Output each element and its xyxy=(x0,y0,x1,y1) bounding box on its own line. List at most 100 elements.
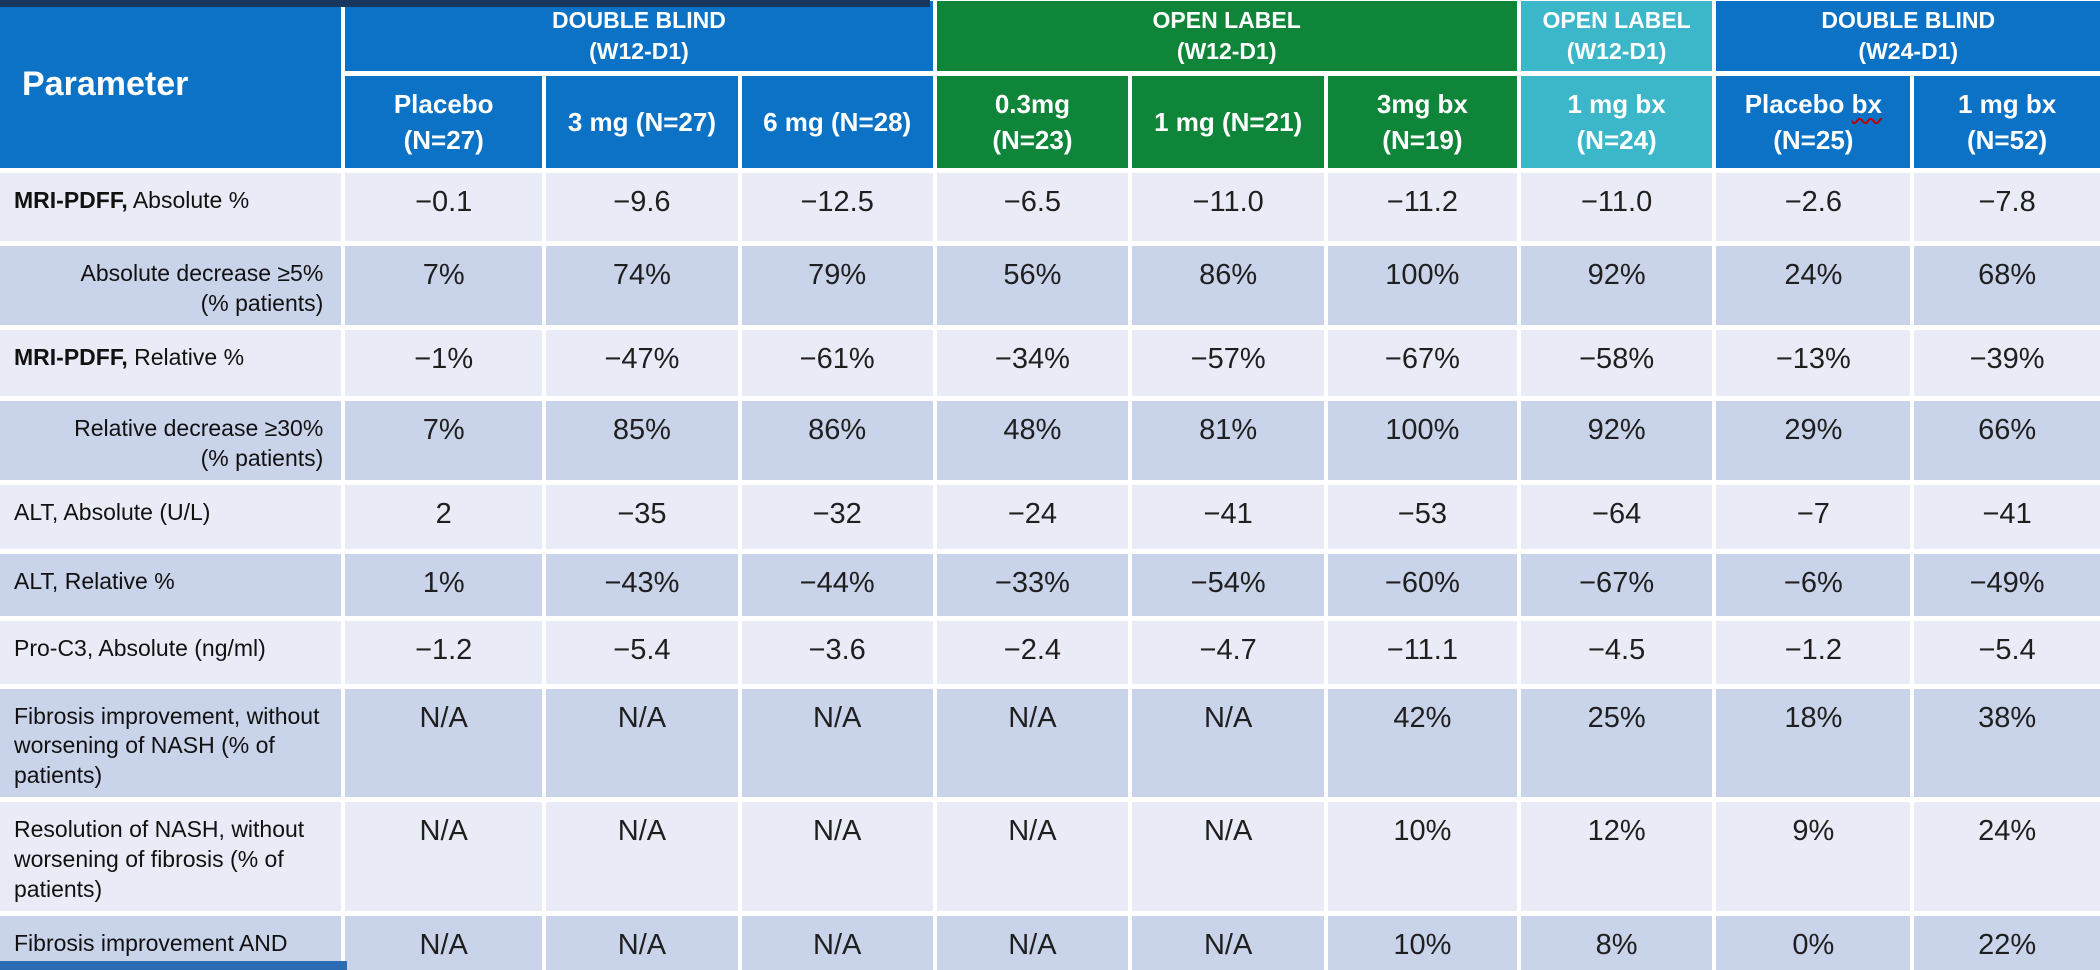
value-cell: −11.1 xyxy=(1328,620,1517,684)
table-row-mri-pdff-absolute: MRI-PDFF, Absolute % −0.1 −9.6 −12.5 −6.… xyxy=(0,173,2100,241)
group-header-row: Parameter DOUBLE BLIND (W12-D1) OPEN LABE… xyxy=(0,1,2100,168)
value-cell: N/A xyxy=(546,915,738,970)
group-sublabel: (W12-D1) xyxy=(589,38,689,64)
table-row-pro-c3: Pro-C3, Absolute (ng/ml) −1.2 −5.4 −3.6 … xyxy=(0,620,2100,684)
value-cell: 12% xyxy=(1520,802,1713,911)
value-cell: N/A xyxy=(741,915,933,970)
top-accent-bar xyxy=(0,0,930,7)
value-cell: −67% xyxy=(1520,553,1713,616)
column-sublabel: (N=23) xyxy=(992,125,1073,155)
value-cell: −11.0 xyxy=(1132,173,1325,241)
table-row-alt-absolute: ALT, Absolute (U/L) 2 −35 −32 −24 −41 −5… xyxy=(0,484,2100,549)
row-label: MRI-PDFF, Relative % xyxy=(0,329,342,396)
row-label-bold: MRI-PDFF, xyxy=(14,343,128,370)
column-sublabel: (N=19) xyxy=(1382,125,1463,155)
value-cell: −7 xyxy=(1716,484,1911,549)
row-label: Resolution of NASH, without worsening of… xyxy=(0,802,342,911)
value-cell: 79% xyxy=(741,246,933,325)
value-cell: −57% xyxy=(1132,329,1325,396)
row-label: ALT, Absolute (U/L) xyxy=(0,484,342,549)
row-label-line2: (% patients) xyxy=(200,444,324,471)
column-label: 0.3mg xyxy=(994,88,1070,119)
row-label: Relative decrease ≥30% (% patients) xyxy=(0,400,342,480)
column-header-03mg-n23: 0.3mg (N=23) xyxy=(936,76,1129,168)
group-header-open-label-w12-bx: OPEN LABEL (W12-D1) xyxy=(1520,1,1713,71)
group-header-double-blind-w24: DOUBLE BLIND (W24-D1) xyxy=(1716,1,2100,71)
group-label: DOUBLE BLIND xyxy=(1821,6,1996,33)
row-label: Fibrosis improvement, without worsening … xyxy=(0,688,342,798)
value-cell: 18% xyxy=(1716,688,1911,798)
value-cell: −67% xyxy=(1328,329,1517,396)
value-cell: −12.5 xyxy=(741,173,933,241)
value-cell: 48% xyxy=(936,400,1129,480)
value-cell: −34% xyxy=(936,329,1129,396)
table-row-mri-pdff-relative: MRI-PDFF, Relative % −1% −47% −61% −34% … xyxy=(0,329,2100,396)
column-label: Placebo xyxy=(1744,88,1845,119)
column-label: 1 mg bx xyxy=(1567,88,1666,119)
column-label: 1 mg bx xyxy=(1957,88,2057,119)
value-cell: −5.4 xyxy=(1914,620,2100,684)
group-header-open-label-w12: OPEN LABEL (W12-D1) xyxy=(936,1,1517,71)
value-cell: −35 xyxy=(546,484,738,549)
value-cell: 7% xyxy=(345,400,543,480)
value-cell: 9% xyxy=(1716,802,1911,911)
row-label-line2: (% patients) xyxy=(200,289,324,316)
value-cell: 24% xyxy=(1716,246,1911,325)
value-cell: N/A xyxy=(1132,915,1325,970)
column-label: 6 mg (N=28) xyxy=(763,106,912,137)
value-cell: N/A xyxy=(1132,688,1325,798)
value-cell: 85% xyxy=(546,400,738,480)
column-header-placebo-n27: Placebo (N=27) xyxy=(345,76,543,168)
value-cell: −32 xyxy=(741,484,933,549)
group-sublabel: (W12-D1) xyxy=(1566,38,1667,64)
value-cell: 42% xyxy=(1328,688,1517,798)
value-cell: −24 xyxy=(936,484,1129,549)
value-cell: N/A xyxy=(345,915,543,970)
row-label: Pro-C3, Absolute (ng/ml) xyxy=(0,620,342,684)
value-cell: 92% xyxy=(1520,400,1713,480)
value-cell: 38% xyxy=(1914,688,2100,798)
value-cell: N/A xyxy=(546,802,738,911)
value-cell: −9.6 xyxy=(546,173,738,241)
row-label-text: Pro-C3, Absolute (ng/ml) xyxy=(14,634,266,661)
column-header-placebo-bx-n25: Placebo bx (N=25) xyxy=(1716,76,1911,168)
column-label: 3mg bx xyxy=(1376,88,1468,119)
value-cell: −6.5 xyxy=(936,173,1129,241)
value-cell: N/A xyxy=(741,802,933,911)
value-cell: 10% xyxy=(1328,802,1517,911)
value-cell: −11.2 xyxy=(1328,173,1517,241)
column-sublabel: (N=52) xyxy=(1967,125,2048,155)
value-cell: −1% xyxy=(345,329,543,396)
value-cell: 22% xyxy=(1914,915,2100,970)
value-cell: −2.6 xyxy=(1716,173,1911,241)
value-cell: N/A xyxy=(345,688,543,798)
group-label: DOUBLE BLIND xyxy=(552,6,726,33)
value-cell: 29% xyxy=(1716,400,1911,480)
value-cell: −41 xyxy=(1132,484,1325,549)
row-label-text: Absolute decrease ≥5% xyxy=(80,260,324,286)
column-label: Placebo xyxy=(393,88,494,119)
value-cell: 24% xyxy=(1914,802,2100,911)
value-cell: 7% xyxy=(345,246,543,325)
column-label: 1 mg (N=21) xyxy=(1154,106,1303,137)
value-cell: 10% xyxy=(1328,915,1517,970)
column-sublabel: (N=25) xyxy=(1773,125,1854,155)
value-cell: 25% xyxy=(1520,688,1713,798)
bottom-accent-bar xyxy=(0,961,347,970)
row-label-text: Relative decrease ≥30% xyxy=(74,414,324,441)
row-label: Absolute decrease ≥5% (% patients) xyxy=(0,246,342,325)
value-cell: −43% xyxy=(546,553,738,616)
value-cell: 8% xyxy=(1520,915,1713,970)
value-cell: −61% xyxy=(741,329,933,396)
column-header-1mg-n21: 1 mg (N=21) xyxy=(1132,76,1325,168)
value-cell: −53 xyxy=(1328,484,1517,549)
value-cell: −11.0 xyxy=(1520,173,1713,241)
value-cell: −49% xyxy=(1914,553,2100,616)
value-cell: 0% xyxy=(1716,915,1911,970)
value-cell: N/A xyxy=(741,688,933,798)
value-cell: −5.4 xyxy=(546,620,738,684)
value-cell: −58% xyxy=(1520,329,1713,396)
value-cell: −60% xyxy=(1328,553,1517,616)
value-cell: −54% xyxy=(1132,553,1325,616)
